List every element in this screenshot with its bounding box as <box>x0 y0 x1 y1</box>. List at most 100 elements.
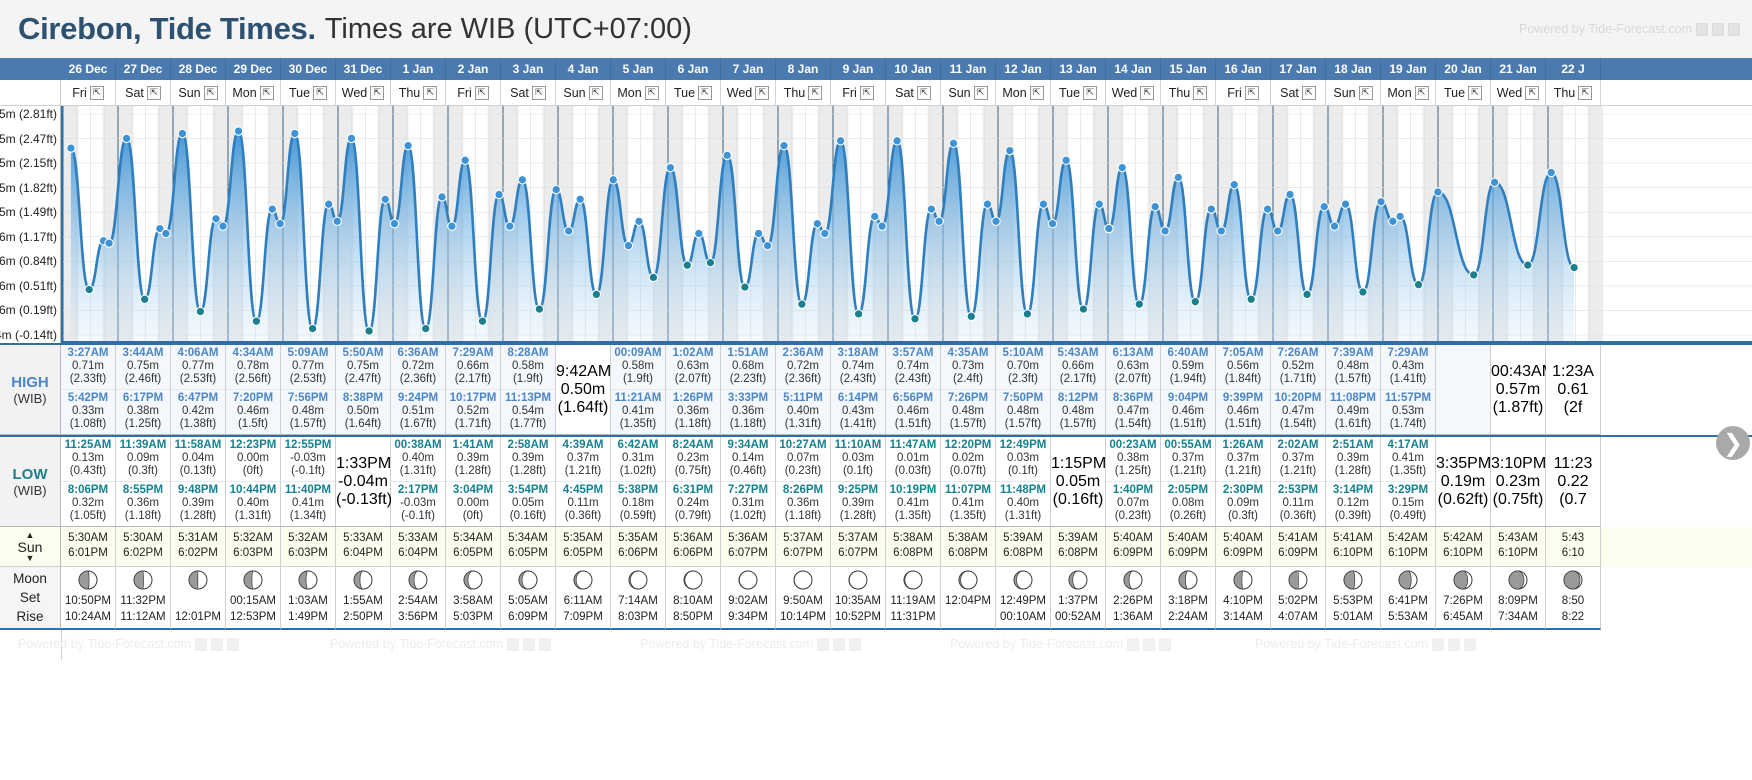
date-header-cell[interactable]: 18 Jan <box>1326 58 1381 80</box>
high-tide-cell[interactable]: 6:40AM 0.59m (1.94ft) 9:04PM 0.46m (1.51ft) <box>1161 345 1216 435</box>
low-tide-cell[interactable]: 2:51AM 0.39m (1.28ft) 3:14PM 0.12m (0.39ft) <box>1326 437 1381 527</box>
high-tide-cell[interactable]: 7:05AM 0.56m (1.84ft) 9:39PM 0.46m (1.51ft) <box>1216 345 1271 435</box>
expand-icon[interactable]: ⇱ <box>644 85 659 100</box>
expand-icon[interactable]: ⇱ <box>973 85 988 100</box>
weekday-cell[interactable]: Fri ⇱ <box>1216 80 1271 105</box>
facebook-icon[interactable] <box>817 637 829 651</box>
weekday-cell[interactable]: Sun ⇱ <box>171 80 226 105</box>
date-header-cell[interactable]: 17 Jan <box>1271 58 1326 80</box>
low-tide-cell[interactable]: 00:23AM 0.38m (1.25ft) 1:40PM 0.07m (0.23ft) <box>1106 437 1161 527</box>
low-tide-cell[interactable]: 8:24AM 0.23m (0.75ft) 6:31PM 0.24m (0.79ft) <box>666 437 721 527</box>
low-tide-cell[interactable]: 12:20PM 0.02m (0.07ft) 11:07PM 0.41m (1.35ft) <box>941 437 996 527</box>
low-tide-cell[interactable]: 11:39AM 0.09m (0.3ft) 8:55PM 0.36m (1.18ft) <box>116 437 171 527</box>
facebook-icon[interactable] <box>195 637 207 651</box>
chart-plot-area[interactable] <box>61 106 1752 343</box>
date-header-cell[interactable]: 10 Jan <box>886 58 941 80</box>
date-header-cell[interactable]: 21 Jan <box>1491 58 1546 80</box>
weekday-cell[interactable]: Thu ⇱ <box>1546 80 1601 105</box>
weekday-cell[interactable]: Sun ⇱ <box>1326 80 1381 105</box>
date-header-cell[interactable]: 6 Jan <box>666 58 721 80</box>
share-icon[interactable] <box>1448 637 1460 651</box>
expand-icon[interactable]: ⇱ <box>1140 85 1155 100</box>
date-header-cell[interactable]: 16 Jan <box>1216 58 1271 80</box>
high-tide-cell[interactable]: 1:02AM 0.63m (2.07ft) 1:26PM 0.36m (1.18ft) <box>666 345 721 435</box>
high-tide-cell[interactable]: 5:43AM 0.66m (2.17ft) 8:12PM 0.48m (1.57ft) <box>1051 345 1106 435</box>
high-tide-cell[interactable]: 00:43AM 0.57m (1.87ft) <box>1491 345 1555 435</box>
expand-icon[interactable]: ⇱ <box>1578 85 1593 100</box>
date-header-cell[interactable]: 5 Jan <box>611 58 666 80</box>
low-tide-cell[interactable]: 2:02AM 0.37m (1.21ft) 2:53PM 0.11m (0.36ft) <box>1271 437 1326 527</box>
high-tide-cell[interactable]: 6:36AM 0.72m (2.36ft) 9:24PM 0.51m (1.67ft) <box>391 345 446 435</box>
weekday-cell[interactable]: Sat ⇱ <box>886 80 941 105</box>
expand-icon[interactable]: ⇱ <box>588 85 603 100</box>
high-tide-cell[interactable]: 3:18AM 0.74m (2.43ft) 6:14PM 0.43m (1.41ft) <box>831 345 886 435</box>
expand-icon[interactable]: ⇱ <box>859 85 874 100</box>
facebook-icon[interactable] <box>507 637 519 651</box>
facebook-icon[interactable] <box>1127 637 1139 651</box>
date-header-cell[interactable]: 28 Dec <box>171 58 226 80</box>
weekday-cell[interactable]: Wed ⇱ <box>1106 80 1161 105</box>
date-header-cell[interactable]: 7 Jan <box>721 58 776 80</box>
expand-icon[interactable]: ⇱ <box>146 85 161 100</box>
low-tide-cell[interactable]: 3:10PM 0.23m (0.75ft) <box>1491 437 1546 527</box>
share-icon[interactable] <box>211 637 223 651</box>
low-tide-cell[interactable]: 00:38AM 0.40m (1.31ft) 2:17PM -0.03m (-0.1ft) <box>391 437 446 527</box>
weekday-cell[interactable]: Sun ⇱ <box>556 80 611 105</box>
high-tide-cell[interactable] <box>1436 345 1491 435</box>
info-icon[interactable] <box>227 637 239 651</box>
expand-icon[interactable]: ⇱ <box>313 85 328 100</box>
high-tide-cell[interactable]: 1:51AM 0.68m (2.23ft) 3:33PM 0.36m (1.18ft) <box>721 345 776 435</box>
expand-icon[interactable]: ⇱ <box>1244 85 1259 100</box>
date-header-cell[interactable]: 1 Jan <box>391 58 446 80</box>
low-tide-cell[interactable]: 12:55PM -0.03m (-0.1ft) 11:40PM 0.41m (1.34ft… <box>281 437 336 527</box>
high-tide-cell[interactable]: 4:35AM 0.73m (2.4ft) 7:26PM 0.48m (1.57ft) <box>941 345 996 435</box>
low-tide-cell[interactable]: 11:23 0.22 (0.7 <box>1546 437 1601 527</box>
expand-icon[interactable]: ⇱ <box>808 85 823 100</box>
low-tide-cell[interactable]: 11:25AM 0.13m (0.43ft) 8:06PM 0.32m (1.05ft) <box>61 437 116 527</box>
weekday-cell[interactable]: Mon ⇱ <box>611 80 666 105</box>
weekday-cell[interactable]: Fri ⇱ <box>61 80 116 105</box>
date-header-cell[interactable]: 12 Jan <box>996 58 1051 80</box>
date-header-cell[interactable]: 31 Dec <box>336 58 391 80</box>
expand-icon[interactable]: ⇱ <box>1193 85 1208 100</box>
weekday-cell[interactable]: Tue ⇱ <box>1436 80 1491 105</box>
low-tide-cell[interactable]: 1:15PM 0.05m (0.16ft) <box>1051 437 1106 527</box>
high-tide-cell[interactable]: 3:27AM 0.71m (2.33ft) 5:42PM 0.33m (1.08ft) <box>61 345 116 435</box>
high-tide-cell[interactable]: 5:10AM 0.70m (2.3ft) 7:50PM 0.48m (1.57ft) <box>996 345 1051 435</box>
low-tide-cell[interactable]: 00:55AM 0.37m (1.21ft) 2:05PM 0.08m (0.26ft) <box>1161 437 1216 527</box>
date-header-cell[interactable]: 11 Jan <box>941 58 996 80</box>
date-header-cell[interactable]: 13 Jan <box>1051 58 1106 80</box>
high-tide-cell[interactable]: 2:36AM 0.72m (2.36ft) 5:11PM 0.40m (1.31ft) <box>776 345 831 435</box>
low-tide-cell[interactable]: 11:47AM 0.01m (0.03ft) 10:19PM 0.41m (1.35ft) <box>886 437 941 527</box>
expand-icon[interactable]: ⇱ <box>698 85 713 100</box>
high-tide-cell[interactable]: 5:09AM 0.77m (2.53ft) 7:56PM 0.48m (1.57ft) <box>281 345 336 435</box>
weekday-cell[interactable]: Thu ⇱ <box>1161 80 1216 105</box>
low-tide-cell[interactable]: 3:35PM 0.19m (0.62ft) <box>1436 437 1491 527</box>
share-icon[interactable] <box>833 637 845 651</box>
expand-icon[interactable]: ⇱ <box>203 85 218 100</box>
high-tide-cell[interactable]: 5:50AM 0.75m (2.47ft) 8:38PM 0.50m (1.64ft) <box>336 345 391 435</box>
date-header-cell[interactable]: 27 Dec <box>116 58 171 80</box>
next-period-button[interactable]: ❯ <box>1716 426 1750 460</box>
info-icon[interactable] <box>539 637 551 651</box>
date-header-cell[interactable]: 8 Jan <box>776 58 831 80</box>
expand-icon[interactable]: ⇱ <box>89 85 104 100</box>
weekday-cell[interactable]: Mon ⇱ <box>1381 80 1436 105</box>
info-icon[interactable] <box>849 637 861 651</box>
expand-icon[interactable]: ⇱ <box>1029 85 1044 100</box>
date-header-cell[interactable]: 29 Dec <box>226 58 281 80</box>
high-tide-cell[interactable]: 3:57AM 0.74m (2.43ft) 6:56PM 0.46m (1.51ft) <box>886 345 941 435</box>
weekday-cell[interactable]: Thu ⇱ <box>391 80 446 105</box>
facebook-icon[interactable] <box>1696 22 1708 36</box>
share-icon[interactable] <box>523 637 535 651</box>
high-tide-cell[interactable]: 8:28AM 0.58m (1.9ft) 11:13PM 0.54m (1.77ft) <box>501 345 556 435</box>
weekday-cell[interactable]: Tue ⇱ <box>281 80 336 105</box>
expand-icon[interactable]: ⇱ <box>1358 85 1373 100</box>
weekday-cell[interactable]: Thu ⇱ <box>776 80 831 105</box>
weekday-cell[interactable]: Fri ⇱ <box>831 80 886 105</box>
expand-icon[interactable]: ⇱ <box>1468 85 1483 100</box>
high-tide-cell[interactable]: 6:13AM 0.63m (2.07ft) 8:36PM 0.47m (1.54ft) <box>1106 345 1161 435</box>
low-tide-cell[interactable]: 11:58AM 0.04m (0.13ft) 9:48PM 0.39m (1.28ft) <box>171 437 226 527</box>
date-header-cell[interactable]: 19 Jan <box>1381 58 1436 80</box>
low-tide-cell[interactable]: 1:26AM 0.37m (1.21ft) 2:30PM 0.09m (0.3ft) <box>1216 437 1271 527</box>
